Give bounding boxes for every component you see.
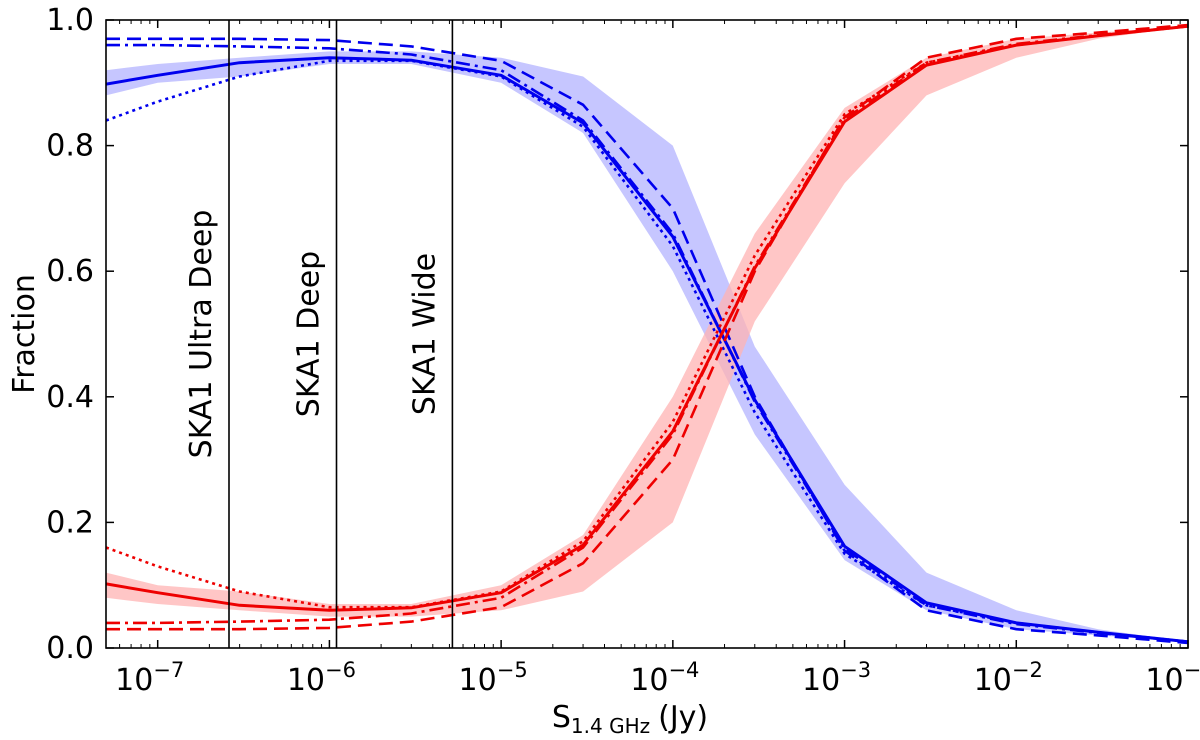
y-tick-label: 0.2	[46, 505, 94, 540]
x-axis-title-main: S	[552, 700, 571, 735]
blue-dashed-series-line	[106, 37, 1188, 645]
data-series	[106, 23, 1188, 645]
x-tick-label: 10−5	[459, 658, 528, 698]
x-tick-label: 10−7	[115, 658, 184, 698]
x-axis-title-unit: (Jy)	[658, 700, 708, 735]
x-axis-title: S1.4 GHz (Jy)	[552, 700, 708, 738]
x-axis-title-subscript: 1.4 GHz	[571, 714, 650, 738]
x-tick-label: 10−3	[802, 658, 871, 698]
y-tick-label: 0.4	[46, 380, 94, 415]
axis-ticks: 0.0 0.2 0.4 0.6 0.8 1.0 10−7 10−6 10−5 10−4 10−3 10…	[46, 3, 1200, 698]
x-tick-label: 10−1	[1145, 658, 1200, 698]
red-dashed-series-line	[106, 23, 1188, 631]
survey-limit-label: SKA1 Wide	[407, 253, 442, 415]
plot-frame	[105, 19, 1189, 649]
survey-limit-label: SKA1 Deep	[292, 251, 327, 417]
y-axis-title: Fraction	[7, 274, 42, 394]
x-tick-label: 10−2	[974, 658, 1043, 698]
x-tick-label: 10−6	[287, 658, 356, 698]
red-confidence-band	[106, 26, 1188, 617]
survey-limit-label: SKA1 Ultra Deep	[184, 210, 219, 459]
x-tick-label: 10−4	[630, 658, 699, 698]
y-tick-label: 0.6	[46, 254, 94, 289]
y-tick-label: 0.8	[46, 129, 94, 164]
survey-limits: SKA1 Ultra Deep SKA1 Deep SKA1 Wide	[184, 20, 454, 648]
blue-confidence-band	[106, 51, 1188, 642]
confidence-bands	[106, 26, 1188, 642]
y-tick-label: 1.0	[46, 3, 94, 38]
red-dotted-series-line	[106, 25, 1188, 609]
blue-dotted-series-line	[106, 59, 1188, 643]
y-tick-label: 0.0	[46, 631, 94, 666]
